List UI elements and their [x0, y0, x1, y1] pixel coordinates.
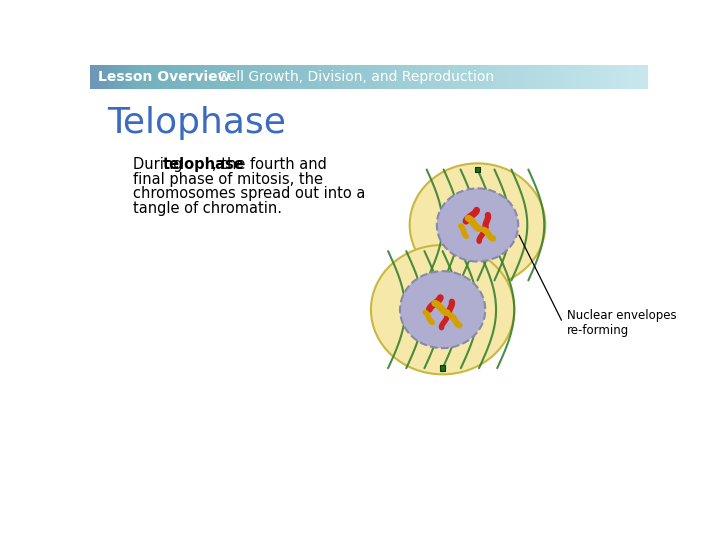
- Text: chromosomes spread out into a: chromosomes spread out into a: [132, 186, 365, 201]
- Text: Lesson Overview: Lesson Overview: [98, 70, 230, 84]
- Ellipse shape: [371, 245, 514, 374]
- Text: tangle of chromatin.: tangle of chromatin.: [132, 201, 282, 216]
- Text: , the fourth and: , the fourth and: [212, 157, 327, 172]
- Bar: [440, 366, 446, 371]
- Text: Cell Growth, Division, and Reproduction: Cell Growth, Division, and Reproduction: [218, 70, 494, 84]
- Text: Telophase: Telophase: [107, 105, 286, 139]
- Text: telophase: telophase: [163, 157, 245, 172]
- Bar: [474, 167, 480, 172]
- Ellipse shape: [437, 188, 518, 261]
- Ellipse shape: [410, 164, 545, 287]
- Text: During: During: [132, 157, 186, 172]
- Text: Nuclear envelopes
re-forming: Nuclear envelopes re-forming: [567, 309, 676, 337]
- Ellipse shape: [400, 271, 485, 348]
- Text: final phase of mitosis, the: final phase of mitosis, the: [132, 172, 323, 187]
